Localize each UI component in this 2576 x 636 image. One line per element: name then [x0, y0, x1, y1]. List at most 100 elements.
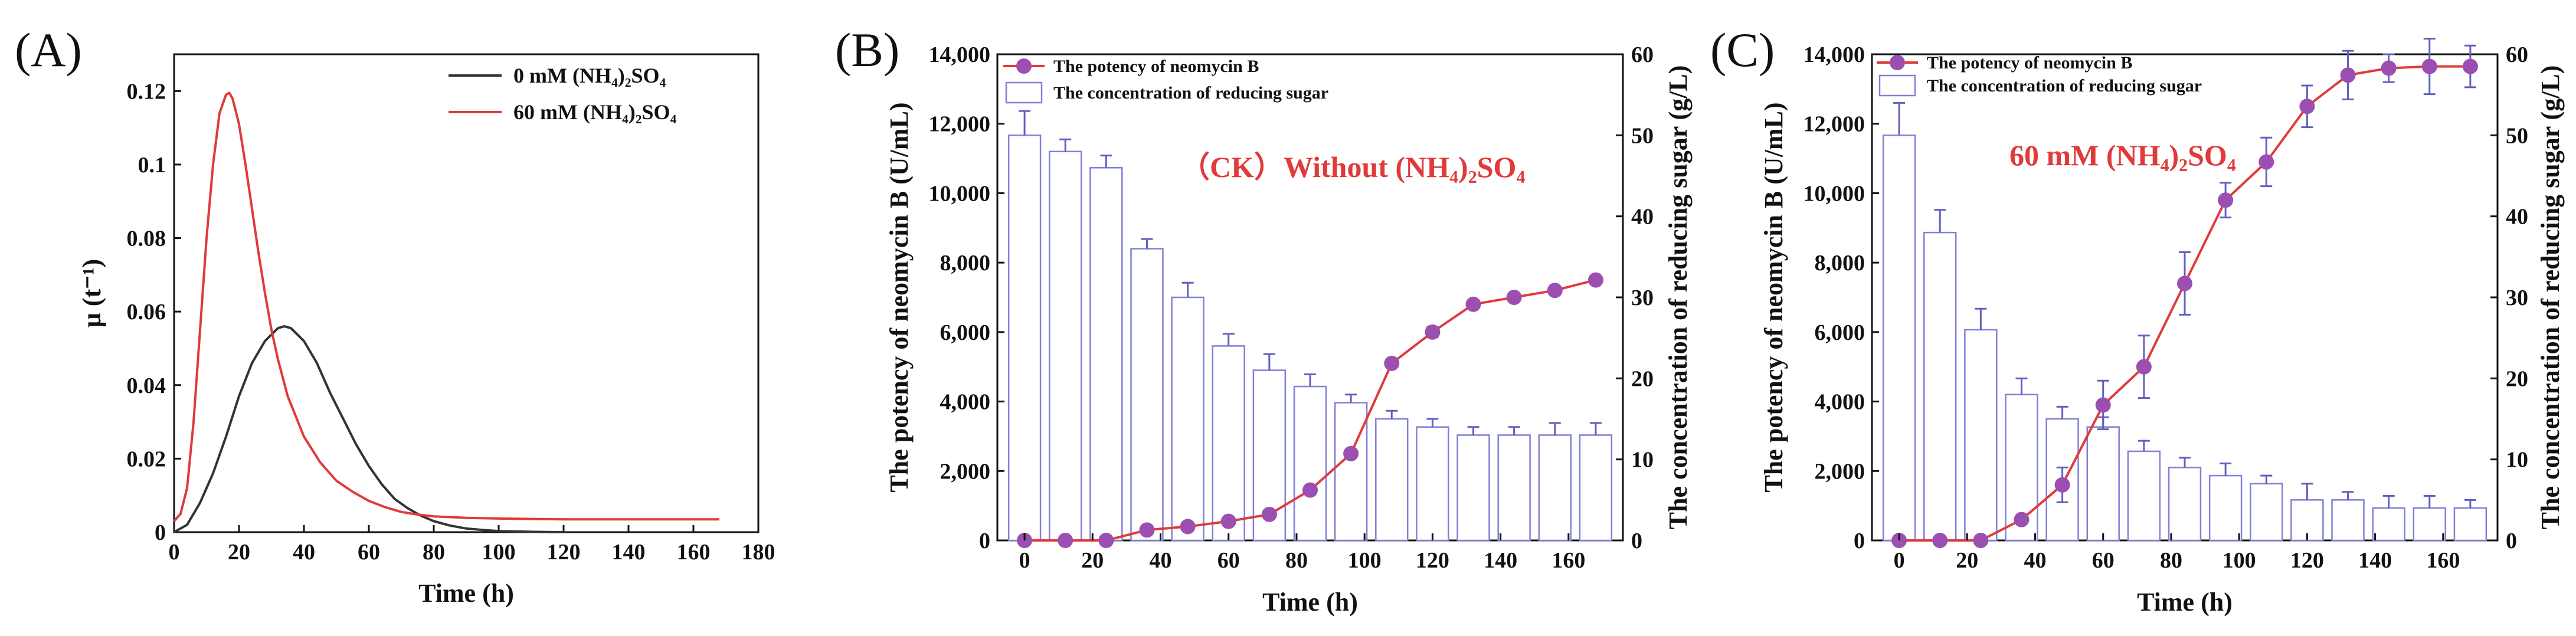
- x-tick-label: 120: [547, 540, 581, 565]
- legend-potency-label: The potency of neomycin B: [1053, 57, 1259, 76]
- potency-marker: [1425, 324, 1441, 340]
- y-tick-label: 10,000: [929, 181, 991, 206]
- y-right-tick-label: 0: [2506, 529, 2517, 553]
- sugar-bar: [2372, 507, 2405, 542]
- panel-b-condition-annotation: （CK）Without (NH₄)₂SO₄: [1180, 150, 1525, 183]
- potency-marker: [1973, 533, 1989, 548]
- legend-sugar-label: The concentration of reducing sugar: [1053, 83, 1328, 103]
- panel-b-y-axis-title-right: The concentration of reducing sugar (g/L…: [1664, 65, 1693, 530]
- x-tick-label: 20: [1081, 548, 1104, 573]
- y-tick-label: 12,000: [929, 112, 991, 137]
- x-tick-label: 160: [2426, 548, 2460, 573]
- x-tick-label: 120: [1416, 548, 1449, 573]
- series-line-60mm: [173, 91, 719, 522]
- legend-label-0mm: 0 mM (NH₄)₂SO₄: [513, 64, 666, 87]
- x-tick-label: 180: [742, 540, 775, 565]
- x-tick-label: 160: [677, 540, 711, 565]
- y-right-tick-label: 30: [2506, 286, 2528, 310]
- x-tick-label: 0: [1019, 548, 1030, 573]
- sugar-bar: [1212, 345, 1245, 542]
- panel-b-y-axis-title-left: The potency of neomycin B (U/mL): [885, 102, 914, 492]
- panel-c-potency-series: [1891, 38, 2478, 548]
- y-tick-label: 14,000: [929, 42, 991, 67]
- y-tick-label: 2,000: [940, 459, 991, 484]
- sugar-bar: [1375, 418, 1409, 542]
- potency-marker: [1058, 533, 1073, 548]
- x-tick-label: 80: [423, 540, 445, 565]
- x-tick-label: 120: [2290, 548, 2324, 573]
- x-tick-label: 0: [1894, 548, 1905, 573]
- legend-sugar-swatch: [1005, 81, 1043, 104]
- panel-c-condition-annotation: 60 mM (NH₄)₂SO₄: [2009, 139, 2236, 172]
- potency-marker: [2462, 58, 2478, 74]
- legend-sugar-swatch: [1878, 74, 1916, 97]
- x-tick-label: 40: [2024, 548, 2047, 573]
- potency-marker: [1098, 533, 1114, 548]
- y-tick-label: 0.12: [127, 79, 166, 104]
- y-right-tick-label: 0: [1631, 529, 1642, 553]
- potency-marker: [2299, 99, 2315, 114]
- y-tick-label: 12,000: [1803, 112, 1865, 137]
- sugar-bar: [1923, 231, 1957, 542]
- x-tick-label: 40: [1150, 548, 1172, 573]
- panel-b-y-ticks-left: 0 2,000 4,000 6,000 8,000 10,000 12,000 14,000: [929, 42, 1004, 553]
- x-tick-label: 100: [1348, 548, 1382, 573]
- x-tick-label: 20: [228, 540, 250, 565]
- y-tick-label: 0.06: [127, 300, 166, 324]
- potency-marker: [1220, 513, 1236, 529]
- potency-marker: [1588, 272, 1603, 288]
- y-tick-label: 0.04: [127, 373, 166, 398]
- sugar-bar: [2086, 426, 2120, 542]
- sugar-bar: [1130, 248, 1164, 542]
- panel-a-x-axis-title: Time (h): [418, 579, 514, 608]
- y-right-tick-label: 50: [1631, 123, 1654, 148]
- y-tick-label: 14,000: [1803, 42, 1865, 67]
- potency-marker: [2340, 67, 2356, 83]
- potency-marker: [2054, 477, 2070, 493]
- panel-b-legend: The potency of neomycin B The concentrat…: [1003, 57, 1328, 104]
- y-tick-label: 4,000: [1815, 390, 1865, 415]
- sugar-bar: [1416, 426, 1449, 542]
- panel-c-legend: The potency of neomycin B The concentrat…: [1877, 53, 2202, 97]
- x-tick-label: 140: [2358, 548, 2392, 573]
- panel-a-x-ticks: 0 20 40 60 80 100 120 140 160 180: [169, 525, 775, 565]
- potency-marker: [1547, 283, 1563, 299]
- panel-b-x-axis-title: Time (h): [1262, 588, 1358, 617]
- potency-marker: [2177, 276, 2192, 291]
- sugar-bar: [2413, 507, 2446, 542]
- panel-b-label: (B): [835, 23, 899, 77]
- potency-marker: [2014, 512, 2030, 527]
- x-tick-label: 140: [612, 540, 646, 565]
- y-right-tick-label: 10: [1631, 448, 1654, 473]
- sugar-bar: [1293, 385, 1327, 542]
- sugar-bar: [1007, 135, 1042, 542]
- y-tick-label: 6,000: [1815, 320, 1865, 345]
- x-tick-label: 100: [482, 540, 516, 565]
- x-tick-label: 80: [2160, 548, 2182, 573]
- y-tick-label: 6,000: [940, 320, 991, 345]
- panel-b-potency-series: [1017, 272, 1603, 548]
- panel-b-sugar-bars: [1007, 110, 1613, 542]
- y-right-tick-label: 60: [1631, 42, 1654, 67]
- potency-marker: [2095, 397, 2111, 413]
- y-tick-label: 2,000: [1815, 459, 1865, 484]
- potency-marker: [1139, 522, 1155, 538]
- sugar-bar: [1456, 434, 1490, 542]
- sugar-bar: [2250, 483, 2283, 542]
- sugar-bar: [1497, 434, 1531, 542]
- panel-a-plot-frame: [173, 53, 760, 533]
- potency-marker: [1384, 355, 1400, 371]
- x-tick-label: 60: [358, 540, 380, 565]
- x-tick-label: 40: [293, 540, 315, 565]
- panel-c-bar-line-chart: (C) 0 20 40 60 80 100 120 140 160 02,0004,0006,0…: [1710, 23, 2565, 617]
- x-tick-label: 100: [2223, 548, 2256, 573]
- sugar-bar: [1089, 167, 1123, 542]
- x-tick-label: 80: [1285, 548, 1308, 573]
- y-right-tick-label: 40: [1631, 205, 1654, 230]
- panel-b-x-ticks: 0 20 40 60 80 100 120 140 160: [1019, 533, 1585, 573]
- panel-a-label: (A): [15, 23, 82, 77]
- sugar-bar: [2168, 467, 2202, 542]
- sugar-bar: [1882, 135, 1916, 542]
- x-tick-label: 60: [1217, 548, 1240, 573]
- panel-c-x-axis-title: Time (h): [2137, 588, 2233, 617]
